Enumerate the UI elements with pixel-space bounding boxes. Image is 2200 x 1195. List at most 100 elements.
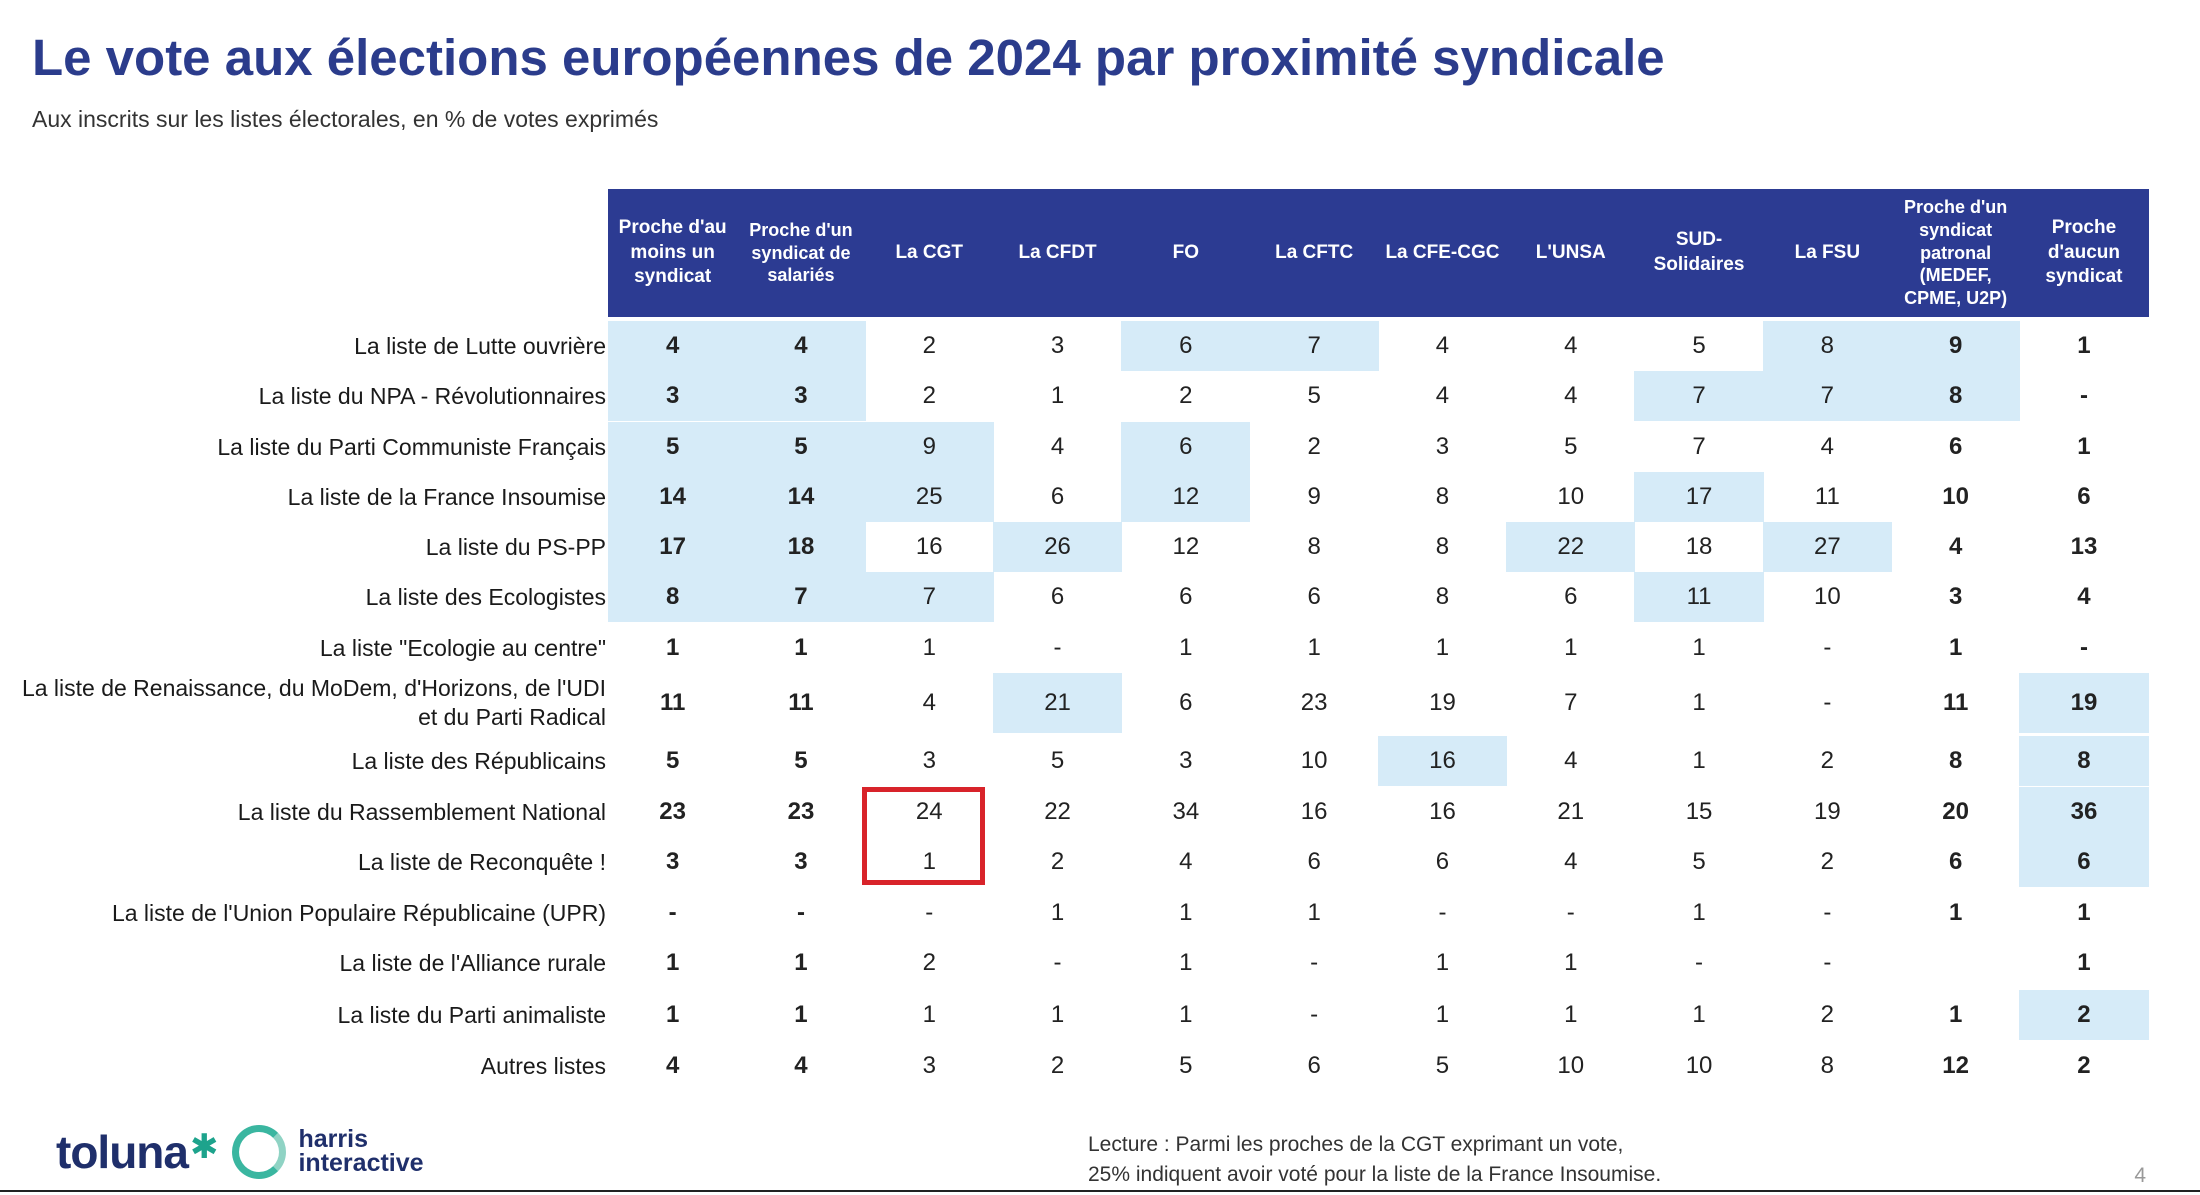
- table-cell: 1: [922, 1001, 936, 1028]
- table-cell: 1: [1692, 634, 1706, 661]
- table-cell: 24: [915, 798, 943, 825]
- table-cell: 5: [1179, 1052, 1193, 1079]
- table-cell: -: [1438, 899, 1447, 926]
- column-header: La FSU: [1762, 189, 1892, 317]
- table-cell: -: [925, 899, 934, 926]
- row-label: La liste des Ecologistes: [365, 583, 606, 610]
- brand-logo: toluna ✱ harris interactive: [56, 1125, 438, 1179]
- row-label: La liste du Rassemblement National: [237, 798, 606, 825]
- table-cell: 5: [794, 747, 808, 774]
- table-cell: 6: [1050, 483, 1065, 510]
- table-cell: 2: [1179, 382, 1193, 409]
- table-cell: 2: [1820, 848, 1835, 875]
- table-cell: -: [1310, 1001, 1319, 1028]
- column-header: La CFE-CGC: [1377, 189, 1508, 317]
- table-cell: 5: [1050, 747, 1065, 774]
- table-cell: -: [2079, 382, 2088, 409]
- table-cell: 1: [794, 949, 808, 976]
- table-cell: 1: [665, 1001, 680, 1028]
- table-cell: 1: [1050, 382, 1065, 409]
- table-cell: 11: [1942, 689, 1969, 716]
- table-cell: 14: [736, 472, 866, 522]
- table-cell: 2: [922, 332, 936, 359]
- table-cell: -: [1310, 949, 1319, 976]
- table-cell: 19: [1813, 798, 1841, 825]
- asterisk-icon: ✱: [189, 1128, 219, 1166]
- table-cell: 4: [1435, 332, 1450, 359]
- table-cell: 3: [922, 747, 936, 774]
- table-cell: -: [1823, 899, 1832, 926]
- page-subtitle: Aux inscrits sur les listes électorales,…: [32, 106, 659, 132]
- table-cell: 9: [1891, 321, 2021, 371]
- table-cell: 6: [1948, 848, 1963, 875]
- table-cell: 18: [736, 522, 866, 572]
- row-label: La liste des Républicains: [351, 747, 606, 774]
- table-cell: 6: [1307, 848, 1321, 875]
- table-cell: 4: [1948, 533, 1963, 560]
- table-cell: 36: [2019, 787, 2149, 837]
- table-cell: 5: [665, 747, 680, 774]
- table-cell: 12: [1942, 1052, 1969, 1079]
- row-label: La liste "Ecologie au centre": [319, 634, 606, 661]
- table-cell: 4: [1564, 747, 1578, 774]
- table-cell: 7: [1249, 321, 1379, 371]
- page-number: 4: [2134, 1164, 2146, 1187]
- reading-note: Lecture : Parmi les proches de la CGT ex…: [1088, 1130, 1661, 1191]
- table-cell: 25: [864, 472, 994, 522]
- table-cell: 1: [1179, 899, 1193, 926]
- logo-harris-interactive: harris interactive: [298, 1125, 424, 1177]
- reading-note-line: Lecture : Parmi les proches de la CGT ex…: [1088, 1133, 1624, 1156]
- table-cell: -: [1823, 949, 1832, 976]
- table-cell: 10: [1813, 583, 1841, 610]
- table-cell: 12: [1121, 472, 1251, 522]
- table-cell: 4: [1179, 848, 1193, 875]
- table-cell: 7: [864, 572, 994, 622]
- table-cell: 8: [1762, 321, 1892, 371]
- table-cell: 4: [1820, 433, 1835, 460]
- table-cell: 16: [1429, 798, 1456, 825]
- table-cell: 26: [992, 522, 1123, 572]
- table-cell: 9: [864, 422, 994, 472]
- table-cell: 5: [608, 422, 738, 472]
- table-cell: 6: [1435, 848, 1450, 875]
- table-cell: -: [1695, 949, 1704, 976]
- table-cell: 4: [1050, 433, 1065, 460]
- table-cell: 8: [1435, 533, 1450, 560]
- table-cell: 5: [1564, 433, 1578, 460]
- table-cell: 2: [2077, 1052, 2091, 1079]
- table-cell: 5: [1692, 332, 1706, 359]
- table-cell: 2: [1050, 848, 1065, 875]
- table-cell: 19: [1429, 689, 1456, 716]
- table-cell: 1: [1435, 1001, 1450, 1028]
- table-cell: 22: [1506, 522, 1636, 572]
- table-cell: 1: [1564, 634, 1578, 661]
- table-cell: 3: [608, 371, 738, 421]
- table-cell: 4: [736, 321, 866, 371]
- table-cell: 8: [1307, 533, 1321, 560]
- row-label: La liste de l'Union Populaire Républicai…: [111, 899, 606, 926]
- column-header: FO: [1121, 189, 1251, 317]
- table-cell: 1: [665, 949, 680, 976]
- column-header: La CGT: [864, 189, 994, 317]
- table-cell: 1: [1179, 1001, 1193, 1028]
- row-label: La liste de Renaissance, du MoDem, d'Hor…: [21, 675, 606, 730]
- table-cell: -: [1823, 689, 1832, 716]
- table-cell: 1: [1564, 1001, 1578, 1028]
- table-cell: 1: [1692, 899, 1706, 926]
- table-cell: 4: [1435, 382, 1450, 409]
- table-cell: 2: [1307, 433, 1321, 460]
- table-cell: 19: [2019, 673, 2149, 733]
- table-cell: 3: [794, 848, 808, 875]
- table-cell: 1: [1692, 689, 1706, 716]
- table-cell: 6: [2077, 483, 2091, 510]
- table-cell: 11: [1814, 483, 1840, 510]
- table-cell: 7: [1692, 433, 1706, 460]
- table-cell: 1: [1435, 949, 1450, 976]
- table-cell: 1: [922, 848, 936, 875]
- table-cell: 9: [1307, 483, 1321, 510]
- table-cell: 20: [1942, 798, 1969, 825]
- column-header: La CFDT: [992, 189, 1123, 317]
- table-cell: 3: [922, 1052, 936, 1079]
- table-cell: 15: [1685, 798, 1713, 825]
- row-label: Autres listes: [480, 1052, 606, 1079]
